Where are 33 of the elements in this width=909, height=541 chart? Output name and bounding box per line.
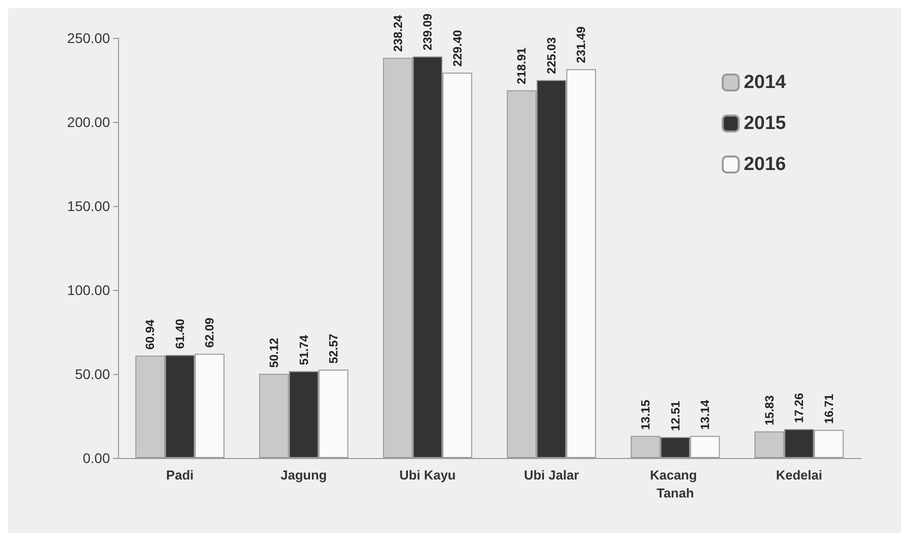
data-label: 229.40 <box>450 30 464 67</box>
y-tick-label: 100.00 <box>67 282 110 298</box>
y-tick-label: 200.00 <box>67 114 110 130</box>
data-label: 218.91 <box>514 47 529 84</box>
data-label: 51.74 <box>296 334 311 366</box>
x-tick-label: Ubi Kayu <box>399 468 456 482</box>
x-tick-label: Ubi Jalar <box>524 468 579 482</box>
data-label: 17.26 <box>792 392 806 424</box>
x-tick-label: Kacang Tanah <box>650 468 701 500</box>
y-tick-label: 150.00 <box>67 198 110 214</box>
data-label: 60.94 <box>143 319 158 350</box>
data-label: 13.15 <box>638 400 653 430</box>
data-label: 61.40 <box>172 318 187 349</box>
data-label: 13.14 <box>698 400 712 430</box>
x-tick-label: Kedelai <box>776 468 822 482</box>
data-label: 239.09 <box>420 13 435 50</box>
y-tick-label: 250.00 <box>67 30 110 46</box>
data-label: 238.24 <box>390 14 405 52</box>
legend-label: 2016 <box>744 154 786 175</box>
data-label: 12.51 <box>668 400 682 431</box>
x-tick-label: Padi <box>166 468 194 482</box>
y-tick-label: 50.00 <box>74 366 110 382</box>
data-label: 52.57 <box>326 333 340 364</box>
data-label: 62.09 <box>202 317 217 348</box>
x-tick-label: Jagung <box>280 468 327 482</box>
data-label: 15.83 <box>762 395 776 426</box>
legend-label: 2014 <box>744 72 786 93</box>
data-label: 231.49 <box>574 26 588 64</box>
y-tick-label: 0.00 <box>82 450 110 466</box>
data-label: 225.03 <box>544 36 558 74</box>
legend-label: 2015 <box>744 113 786 134</box>
data-label: 16.71 <box>822 394 836 424</box>
data-label: 50.12 <box>267 337 282 368</box>
